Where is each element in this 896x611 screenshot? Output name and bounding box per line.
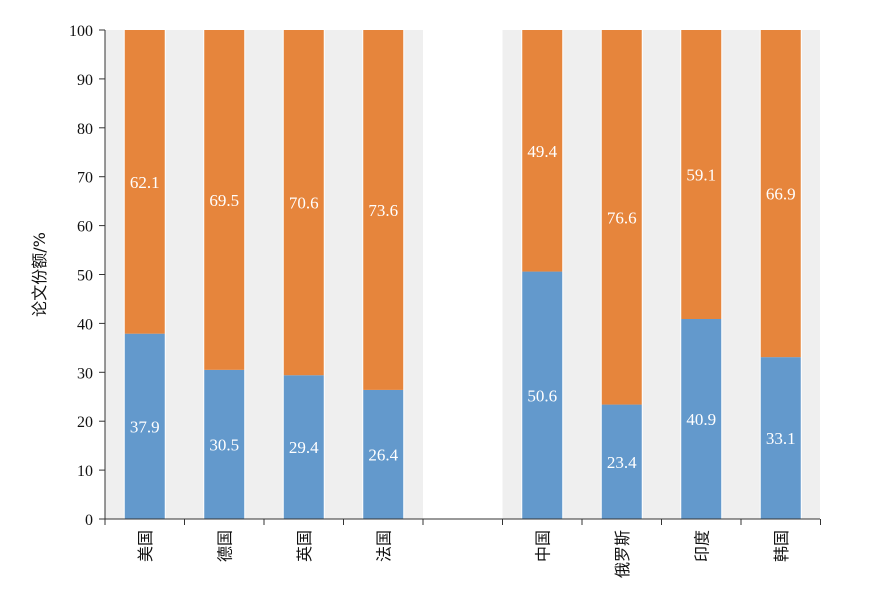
- y-tick-label: 40: [77, 316, 93, 333]
- x-category-label: 英国: [295, 530, 314, 562]
- x-category-label: 韩国: [772, 530, 791, 562]
- x-category-label: 印度: [692, 530, 711, 562]
- data-label-upper-5: 49.4: [527, 142, 557, 161]
- bar-upper-8: [760, 30, 801, 358]
- data-label-upper-1: 62.1: [130, 173, 160, 192]
- bar-upper-3: [283, 30, 324, 376]
- data-label-lower-8: 33.1: [766, 429, 796, 448]
- y-tick-label: 80: [77, 121, 93, 138]
- data-label-upper-3: 70.6: [289, 194, 319, 213]
- data-label-upper-6: 76.6: [607, 208, 637, 227]
- bar-lower-7: [681, 318, 722, 519]
- bar-upper-5: [522, 30, 563, 272]
- y-tick-label: 50: [77, 268, 93, 285]
- data-label-lower-3: 29.4: [289, 438, 319, 457]
- labels: 37.9 62.1 30.5 69.5 29.4 70.6 26.4 73.6 50.6 49.4…: [69, 23, 796, 578]
- data-label-lower-7: 40.9: [686, 410, 716, 429]
- data-label-lower-6: 23.4: [607, 453, 637, 472]
- bar-upper-4: [363, 30, 404, 390]
- y-tick-label: 70: [77, 170, 93, 187]
- bars: [124, 30, 801, 519]
- y-tick-label: 30: [77, 365, 93, 382]
- data-label-upper-2: 69.5: [209, 191, 239, 210]
- bar-upper-7: [681, 30, 722, 319]
- bar-upper-1: [124, 30, 165, 334]
- data-label-upper-4: 73.6: [368, 201, 398, 220]
- x-category-label: 美国: [136, 530, 155, 562]
- y-tick-label: 100: [69, 23, 93, 40]
- gap-slot-white: [423, 30, 503, 519]
- bar-lower-3: [283, 375, 324, 519]
- bar-upper-6: [601, 30, 642, 405]
- bar-lower-2: [204, 369, 245, 519]
- y-tick-label: 60: [77, 219, 93, 236]
- x-category-label: 法国: [374, 530, 393, 562]
- bar-lower-1: [124, 333, 165, 519]
- y-axis-label: 论文份额/%: [30, 232, 49, 317]
- bar-lower-6: [601, 404, 642, 519]
- data-label-upper-7: 59.1: [686, 165, 716, 184]
- bar-lower-5: [522, 271, 563, 519]
- data-label-lower-2: 30.5: [209, 435, 239, 454]
- data-label-lower-1: 37.9: [130, 417, 160, 436]
- bar-lower-4: [363, 389, 404, 519]
- data-label-lower-4: 26.4: [368, 445, 398, 464]
- bar-lower-8: [760, 357, 801, 519]
- bar-upper-2: [204, 30, 245, 370]
- x-category-label: 德国: [215, 530, 234, 562]
- x-category-label: 中国: [533, 530, 552, 562]
- y-tick-label: 0: [85, 512, 93, 529]
- y-tick-label: 20: [77, 414, 93, 431]
- y-tick-label: 90: [77, 72, 93, 89]
- axes: [99, 29, 821, 525]
- data-label-upper-8: 66.9: [766, 185, 796, 204]
- x-category-label: 俄罗斯: [613, 530, 632, 578]
- data-label-lower-5: 50.6: [527, 386, 557, 405]
- y-tick-label: 10: [77, 463, 93, 480]
